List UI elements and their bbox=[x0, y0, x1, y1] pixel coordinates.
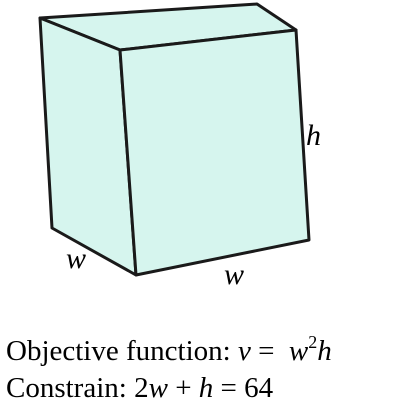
objective-equals: = bbox=[258, 335, 275, 367]
constraint-prefix: Constrain: bbox=[6, 372, 127, 404]
height-label: h bbox=[306, 119, 321, 152]
box-front-face bbox=[118, 28, 311, 277]
constraint-plus: + bbox=[175, 372, 192, 404]
front-width-label: w bbox=[224, 258, 244, 291]
objective-prefix: Objective function: bbox=[6, 335, 231, 367]
constraint-coef: 2 bbox=[134, 372, 149, 404]
constraint-value: 64 bbox=[244, 372, 274, 404]
constraint-equals: = bbox=[220, 372, 237, 404]
objective-var-v: v bbox=[237, 335, 251, 367]
constraint-var-w: w bbox=[148, 372, 168, 404]
objective-function-text: Objective function: v = w2h bbox=[6, 333, 332, 367]
objective-exponent: 2 bbox=[308, 332, 318, 352]
depth-width-label: w bbox=[66, 242, 86, 275]
objective-var-w: w bbox=[288, 335, 309, 367]
objective-var-h: h bbox=[317, 335, 332, 367]
constraint-var-h: h bbox=[198, 372, 214, 404]
constraint-text: Constrain: 2w + h = 64 bbox=[6, 374, 273, 403]
